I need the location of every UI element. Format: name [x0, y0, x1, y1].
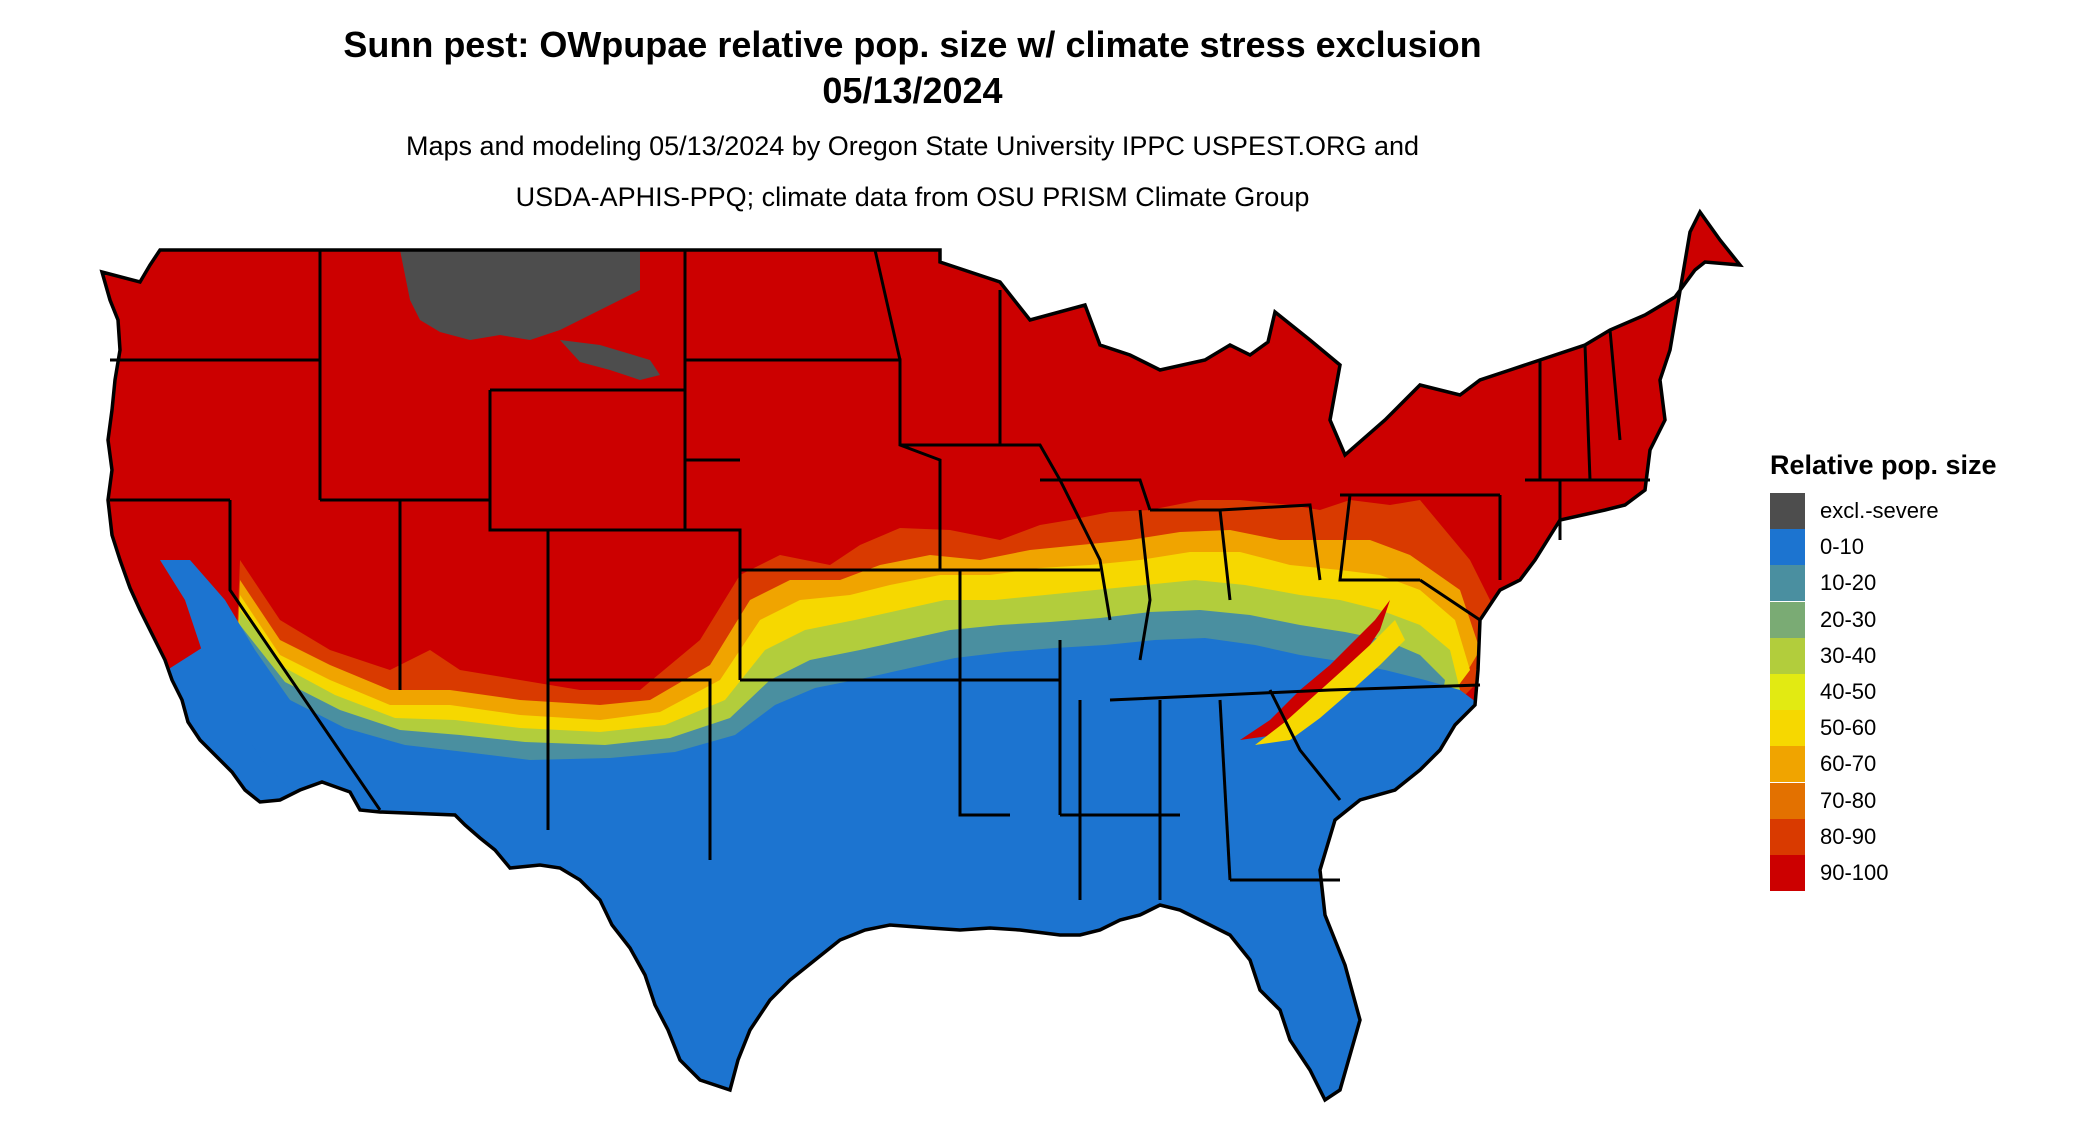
legend-item: 40-50 — [1770, 674, 1997, 711]
legend-label: 90-100 — [1820, 859, 1889, 885]
legend-swatch — [1770, 601, 1805, 638]
legend-label: 20-30 — [1820, 606, 1877, 632]
legend-swatch — [1770, 529, 1805, 566]
legend-label: 0-10 — [1820, 534, 1865, 560]
subtitle-line-2: USDA-APHIS-PPQ; climate data from OSU PR… — [515, 182, 1310, 212]
legend-items: excl.-severe 0-10 10-20 20-30 30-40 40-50 50-6… — [1770, 493, 1997, 891]
legend-item: 50-60 — [1770, 710, 1997, 747]
legend-item: 80-90 — [1770, 818, 1997, 855]
legend-label: 30-40 — [1820, 642, 1877, 668]
legend-swatch — [1770, 674, 1805, 711]
legend-swatch — [1770, 637, 1805, 674]
legend-item: 90-100 — [1770, 854, 1997, 891]
legend-item: 60-70 — [1770, 746, 1997, 783]
legend: Relative pop. size excl.-severe 0-10 10-20… — [1770, 450, 1997, 891]
legend-swatch — [1770, 710, 1805, 747]
legend-swatch — [1770, 565, 1805, 602]
legend-label: 60-70 — [1820, 751, 1877, 777]
legend-label: 10-20 — [1820, 570, 1877, 596]
legend-item: 0-10 — [1770, 529, 1997, 566]
legend-label: 40-50 — [1820, 679, 1877, 705]
legend-swatch — [1770, 818, 1805, 855]
legend-title: Relative pop. size — [1770, 450, 1997, 480]
legend-item: 20-30 — [1770, 601, 1997, 638]
legend-swatch — [1770, 493, 1805, 530]
map-date: 05/13/2024 — [822, 70, 1003, 111]
legend-label: 80-90 — [1820, 823, 1877, 849]
legend-item: 30-40 — [1770, 637, 1997, 674]
legend-item: excl.-severe — [1770, 493, 1997, 530]
map-title: Sunn pest: OWpupae relative pop. size w/… — [343, 24, 1482, 65]
legend-swatch — [1770, 854, 1805, 891]
title-block: Sunn pest: OWpupae relative pop. size w/… — [0, 22, 1825, 216]
legend-item: 10-20 — [1770, 565, 1997, 602]
legend-label: 50-60 — [1820, 715, 1877, 741]
legend-item: 70-80 — [1770, 782, 1997, 819]
legend-label: excl.-severe — [1820, 498, 1939, 524]
legend-swatch — [1770, 746, 1805, 783]
legend-swatch — [1770, 782, 1805, 819]
state-borders — [100, 210, 1742, 1102]
legend-label: 70-80 — [1820, 787, 1877, 813]
subtitle-line-1: Maps and modeling 05/13/2024 by Oregon S… — [405, 131, 1420, 161]
